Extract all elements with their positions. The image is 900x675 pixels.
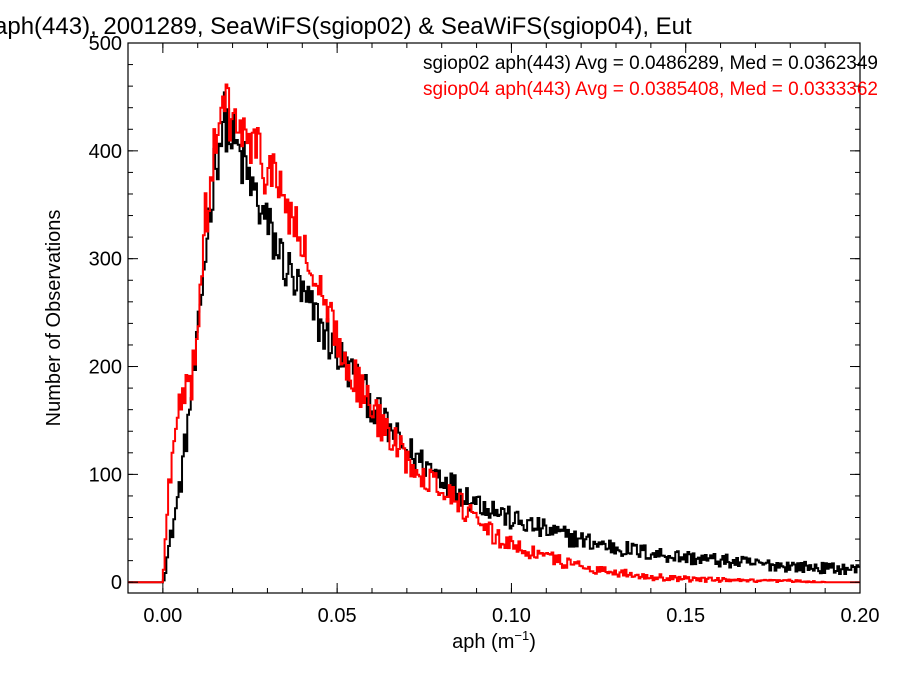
series-line-1 (128, 83, 860, 584)
series-line-0 (128, 91, 860, 584)
x-tick-label: 0.05 (318, 605, 357, 627)
x-tick-label: 0.00 (143, 605, 182, 627)
x-tick-label: 0.20 (841, 605, 880, 627)
y-tick-label: 300 (89, 249, 122, 271)
x-axis-label-main: aph (m (452, 631, 514, 653)
legend-entry-sgiop04: sgiop04 aph(443) Avg = 0.0385408, Med = … (423, 79, 878, 100)
y-tick-label: 500 (89, 33, 122, 55)
y-axis-label: Number of Observations (43, 210, 65, 427)
series-layer (128, 83, 860, 584)
plot-frame (127, 42, 861, 594)
y-tick-label: 100 (89, 464, 122, 486)
x-tick-label: 0.10 (492, 605, 531, 627)
x-tick-label: 0.15 (666, 605, 705, 627)
chart-title: aph(443), 2001289, SeaWiFS(sgiop02) & Se… (0, 13, 692, 40)
x-axis-label: aph (m−1) (452, 628, 536, 653)
tick-layer: 0.00 0.05 0.10 0.15 0.20 0 100 200 300 400 500 (89, 33, 880, 627)
x-axis-label-superscript: −1 (514, 628, 529, 643)
y-tick-label: 400 (89, 141, 122, 163)
legend-entry-sgiop02: sgiop02 aph(443) Avg = 0.0486289, Med = … (423, 53, 878, 74)
y-tick-label: 200 (89, 357, 122, 379)
y-tick-label: 0 (111, 572, 122, 594)
x-axis-label-close: ) (529, 631, 536, 653)
